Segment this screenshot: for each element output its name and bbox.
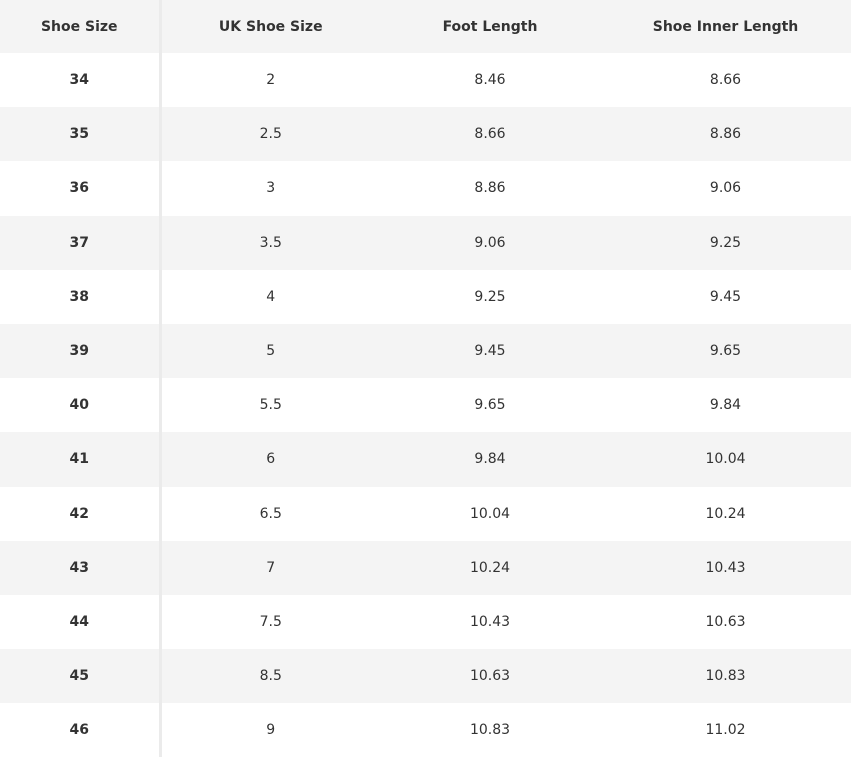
table-cell: 5: [160, 323, 380, 379]
table-cell: 36: [0, 161, 162, 216]
table-cell: 9.84: [709, 397, 742, 414]
table-cell: 9.25: [474, 288, 506, 305]
table-cell: 11.02: [705, 722, 746, 739]
table-cell: 9.45: [380, 323, 600, 379]
table-cell: 8.66: [709, 72, 742, 89]
table-cell: 42: [0, 486, 162, 541]
table-cell: 10.43: [600, 540, 851, 595]
table-cell: 37: [0, 215, 162, 270]
table-cell: 8.86: [474, 180, 506, 197]
header-row: Shoe Size UK Shoe Size Foot Length Shoe Inn…: [0, 0, 851, 53]
column-header: Shoe Inner Length: [600, 0, 851, 53]
table-cell: 7.5: [259, 613, 282, 630]
table-row: 38 4 9.25 9.45: [0, 269, 851, 324]
table-cell: 9.06: [709, 180, 742, 197]
table-cell: 34: [0, 53, 162, 108]
table-cell: 10.04: [600, 432, 851, 487]
table-cell: 7: [160, 540, 380, 595]
table-cell: 10.63: [380, 649, 600, 704]
table-cell: 8.46: [474, 72, 506, 89]
table-cell: 9.25: [600, 215, 851, 270]
table-row: 42 6.5 10.04 10.24: [0, 486, 851, 541]
table-row: 43 7 10.24 10.43: [0, 540, 851, 595]
table-cell: 43: [0, 540, 162, 595]
table-row: 34 2 8.46 8.66: [0, 53, 851, 108]
table-cell: 39: [0, 323, 162, 379]
table-cell: 10.43: [469, 613, 511, 630]
column-header: Shoe Size: [0, 0, 162, 53]
table-cell: 8.66: [380, 107, 600, 162]
table-row: 40 5.5 9.65 9.84: [0, 378, 851, 433]
column-header: UK Shoe Size: [160, 0, 380, 53]
table-cell: 8.5: [160, 649, 380, 704]
table-cell: 45: [0, 649, 162, 704]
table-cell: 9.65: [600, 323, 851, 379]
table-row: 45 8.5 10.63 10.83: [0, 649, 851, 704]
table-cell: 10.83: [469, 722, 511, 739]
table-cell: 6.5: [259, 505, 282, 522]
table-cell: 10.83: [600, 649, 851, 704]
table-cell: 6: [160, 432, 380, 487]
table-row: 35 2.5 8.66 8.86: [0, 107, 851, 162]
table-cell: 5.5: [259, 397, 282, 414]
table-row: 44 7.5 10.43 10.63: [0, 594, 851, 650]
table-cell: 2: [266, 72, 276, 89]
table-cell: 3.5: [160, 215, 380, 270]
table-cell: 9: [266, 722, 276, 739]
table-cell: 40: [0, 378, 162, 433]
table-row: 36 3 8.86 9.06: [0, 161, 851, 216]
table-cell: 4: [266, 288, 276, 305]
table-row: 41 6 9.84 10.04: [0, 432, 851, 487]
table-cell: 41: [0, 432, 162, 487]
table-cell: 38: [0, 269, 162, 324]
table-cell: 35: [0, 107, 162, 162]
table-cell: 10.63: [705, 613, 746, 630]
table-cell: 44: [0, 594, 162, 650]
table-cell: 10.04: [469, 505, 511, 522]
table-cell: 2.5: [160, 107, 380, 162]
table-cell: 9.45: [709, 288, 742, 305]
table-cell: 9.65: [474, 397, 506, 414]
table-cell: 46: [0, 703, 162, 757]
table-cell: 10.24: [705, 505, 746, 522]
table-row: 46 9 10.83 11.02: [0, 703, 851, 757]
table-row: 37 3.5 9.06 9.25: [0, 215, 851, 270]
table-cell: 9.06: [380, 215, 600, 270]
column-header: Foot Length: [380, 0, 600, 53]
table-cell: 10.24: [380, 540, 600, 595]
table-cell: 9.84: [380, 432, 600, 487]
table-cell: 8.86: [600, 107, 851, 162]
table-cell: 3: [266, 180, 276, 197]
table-row: 39 5 9.45 9.65: [0, 323, 851, 379]
